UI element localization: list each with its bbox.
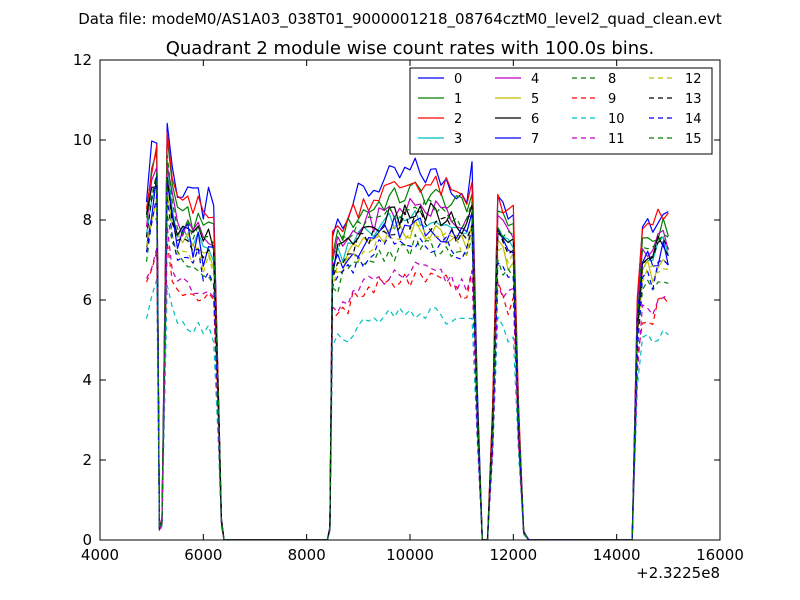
- legend-label-7: 7: [531, 132, 539, 147]
- legend-label-11: 11: [608, 132, 625, 147]
- legend-label-0: 0: [454, 72, 462, 87]
- legend-label-4: 4: [531, 72, 539, 87]
- legend-label-1: 1: [454, 92, 462, 107]
- legend-label-12: 12: [685, 72, 702, 87]
- x-tick-label: 4000: [81, 546, 119, 564]
- series-layer: [145, 122, 669, 540]
- y-tick-label: 6: [82, 291, 92, 309]
- chart-title: Quadrant 2 module wise count rates with …: [166, 38, 655, 59]
- y-tick-label: 8: [82, 211, 92, 229]
- legend-label-8: 8: [608, 72, 616, 87]
- y-tick-label: 2: [82, 451, 92, 469]
- x-tick-label: 16000: [696, 546, 744, 564]
- axis-ticks: 4000 6000 8000 10000 12000 14000 1600002468101…: [73, 51, 744, 564]
- legend-label-15: 15: [685, 132, 702, 147]
- x-tick-label: 12000: [489, 546, 537, 564]
- y-tick-label: 12: [73, 51, 92, 69]
- figure-suptitle: Data file: modeM0/AS1A03_038T01_90000012…: [78, 10, 722, 29]
- legend-label-3: 3: [454, 132, 462, 147]
- x-tick-label: 6000: [184, 546, 222, 564]
- y-tick-label: 0: [82, 531, 92, 549]
- y-tick-label: 4: [82, 371, 92, 389]
- series-line-10: [145, 278, 669, 540]
- legend-label-10: 10: [608, 112, 625, 127]
- legend-label-13: 13: [685, 92, 702, 107]
- legend-label-14: 14: [685, 112, 702, 127]
- legend-label-2: 2: [454, 112, 462, 127]
- legend-label-9: 9: [608, 92, 616, 107]
- plot-area: 4000 6000 8000 10000 12000 14000 1600002468101…: [73, 51, 744, 564]
- x-tick-label: 14000: [593, 546, 641, 564]
- y-tick-label: 10: [73, 131, 92, 149]
- x-tick-label: 8000: [288, 546, 326, 564]
- legend-label-5: 5: [531, 92, 539, 107]
- legend-frame: [409, 67, 713, 155]
- series-line-15: [145, 154, 669, 540]
- legend-label-6: 6: [531, 112, 539, 127]
- x-tick-label: 10000: [386, 546, 434, 564]
- x-offset-label: +2.3225e8: [636, 564, 720, 582]
